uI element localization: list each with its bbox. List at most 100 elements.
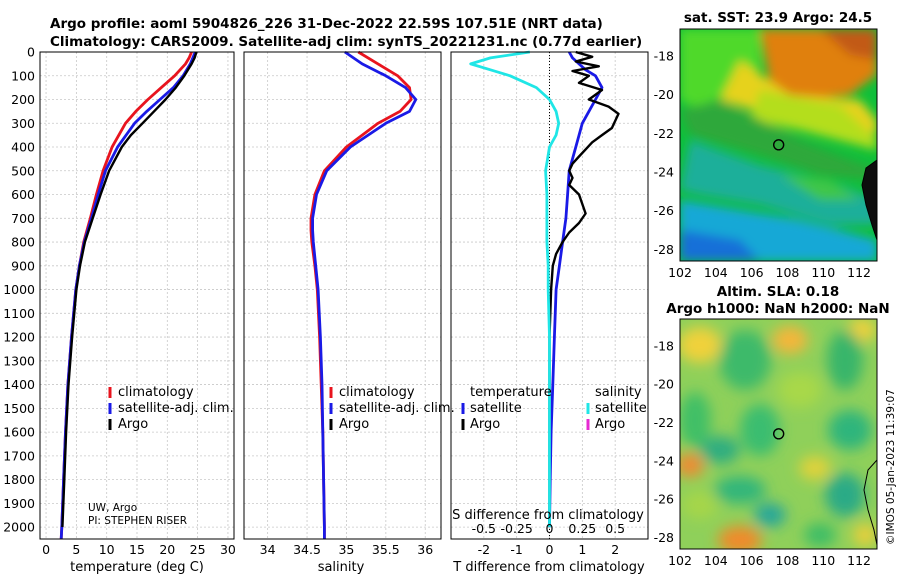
salinity-grid [244, 51, 441, 539]
map-y-tick: -28 [654, 530, 674, 545]
series-line-s-satellite [469, 50, 561, 528]
s-tick-label: -0.5 [472, 521, 496, 536]
s-tick-label: -0.25 [500, 521, 532, 536]
sst-map-title: sat. SST: 23.9 Argo: 24.5 [684, 10, 872, 26]
s-tick-label: 0.25 [568, 521, 596, 536]
sla-y-tick-labels: -18 -20 -22 -24 -26 -28 [654, 338, 674, 545]
depth-tick-label: 2000 [3, 520, 35, 535]
difference-legend: temperature salinity satellite Argo sate… [461, 385, 647, 432]
x-tick-label: 36 [417, 542, 433, 557]
map-y-tick: -28 [654, 242, 674, 257]
map-y-tick: -26 [654, 203, 674, 218]
imos-watermark: ©IMOS 05-Jan-2023 11:39:07 [885, 389, 897, 545]
salinity-xlabel: salinity [318, 560, 365, 575]
sst-x-tick-labels: 102 104 106 108 110 112 [668, 265, 871, 280]
map-y-tick: -24 [654, 453, 674, 468]
difference-frame [450, 51, 649, 540]
map-x-tick: 102 [668, 553, 692, 568]
x-tick-label: 25 [190, 542, 206, 557]
x-tick-label: 2 [611, 542, 619, 557]
map-y-tick: -20 [654, 87, 674, 102]
x-tick-label: 34.5 [293, 542, 321, 557]
depth-tick-label: 400 [11, 140, 35, 155]
salinity-tick-labels: 34 34.5 35 35.5 36 [260, 542, 434, 557]
depth-tick-label: 300 [11, 116, 35, 131]
institution-label: UW, Argo [88, 502, 137, 514]
map-x-tick: 110 [811, 553, 835, 568]
series-line-satellite-adj-clim- [311, 50, 418, 539]
sla-field [680, 319, 877, 549]
x-tick-label: 20 [159, 542, 175, 557]
legend-s-satellite: satellite [595, 401, 647, 416]
sla-map-title2: Argo h1000: NaN h2000: NaN [666, 301, 889, 317]
map-x-tick: 106 [740, 553, 764, 568]
map-x-tick: 112 [847, 265, 871, 280]
x-tick-label: 1 [578, 542, 586, 557]
sst-coastline [861, 159, 877, 241]
legend-climatology: climatology [118, 385, 194, 400]
legend-climatology-s: climatology [339, 385, 415, 400]
difference-panel: -2 -1 0 1 2 -0.5 -0.25 0 0.25 0.5 S difference f… [450, 50, 649, 575]
sla-map: Altim. SLA: 0.18 Argo h1000: NaN h2000: … [654, 284, 890, 568]
legend-argo: Argo [118, 417, 148, 432]
map-x-tick: 104 [704, 265, 728, 280]
x-tick-label: 30 [220, 542, 236, 557]
map-x-tick: 108 [776, 265, 800, 280]
temperature-frame [39, 51, 235, 540]
depth-tick-label: 0 [27, 45, 35, 60]
map-x-tick: 110 [811, 265, 835, 280]
salinity-frame [243, 51, 442, 540]
legend-t-satellite: satellite [470, 401, 522, 416]
temperature-grid [40, 51, 234, 539]
depth-tick-label: 1600 [3, 425, 35, 440]
s-tick-label: 0.5 [605, 521, 625, 536]
map-y-tick: -22 [654, 126, 674, 141]
temperature-xlabel: temperature (deg C) [70, 560, 204, 575]
t-diff-tick-labels: -2 -1 0 1 2 [478, 542, 620, 557]
legend-s-argo: Argo [595, 417, 625, 432]
series-line-satellite-adj-clim- [59, 51, 197, 540]
x-tick-label: -2 [478, 542, 490, 557]
x-tick-label: 35.5 [372, 542, 400, 557]
temperature-lines [59, 51, 198, 540]
difference-lines [469, 50, 620, 528]
header-line1: Argo profile: aoml 5904826_226 31-Dec-20… [50, 16, 603, 32]
sla-x-tick-labels: 102 104 106 108 110 112 [668, 553, 871, 568]
pi-label: PI: STEPHEN RISER [88, 515, 187, 527]
legend-header-temperature: temperature [470, 385, 552, 400]
map-y-tick: -20 [654, 377, 674, 392]
map-y-tick: -24 [654, 165, 674, 180]
sla-argo-marker [772, 428, 785, 440]
sla-coastline [863, 459, 877, 546]
sst-frame [679, 28, 878, 262]
depth-tick-label: 1200 [3, 330, 35, 345]
depth-tick-label: 1400 [3, 377, 35, 392]
x-tick-label: 10 [99, 542, 115, 557]
sst-y-tick-labels: -18 -20 -22 -24 -26 -28 [654, 49, 674, 257]
sst-field [680, 29, 877, 261]
legend-satellite: satellite-adj. clim. [118, 401, 234, 416]
depth-tick-labels: 0 100 200 300 400 500 600 700 800 900 1000 1100 1200… [3, 45, 35, 535]
sla-frame [679, 318, 878, 550]
temperature-legend: climatology satellite-adj. clim. Argo [108, 385, 234, 432]
x-tick-label: -1 [510, 542, 522, 557]
legend-t-argo: Argo [470, 417, 500, 432]
depth-tick-label: 1300 [3, 353, 35, 368]
map-x-tick: 104 [704, 553, 728, 568]
series-line-climatology [59, 51, 193, 540]
x-tick-label: 35 [338, 542, 354, 557]
series-line-climatology [309, 50, 413, 539]
salinity-legend: climatology satellite-adj. clim. Argo [329, 385, 455, 432]
legend-header-salinity: salinity [595, 385, 642, 400]
map-y-tick: -18 [654, 49, 674, 64]
s-diff-tick-labels: -0.5 -0.25 0 0.25 0.5 [472, 521, 625, 536]
map-y-tick: -18 [654, 338, 674, 353]
depth-tick-label: 1700 [3, 448, 35, 463]
temperature-tick-labels: 0 5 10 15 20 25 30 [42, 542, 236, 557]
map-x-tick: 102 [668, 265, 692, 280]
depth-tick-label: 500 [11, 163, 35, 178]
map-y-tick: -26 [654, 492, 674, 507]
map-x-tick: 108 [776, 553, 800, 568]
sst-map: sat. SST: 23.9 Argo: 24.5 102 104 106 108 11… [654, 10, 878, 280]
